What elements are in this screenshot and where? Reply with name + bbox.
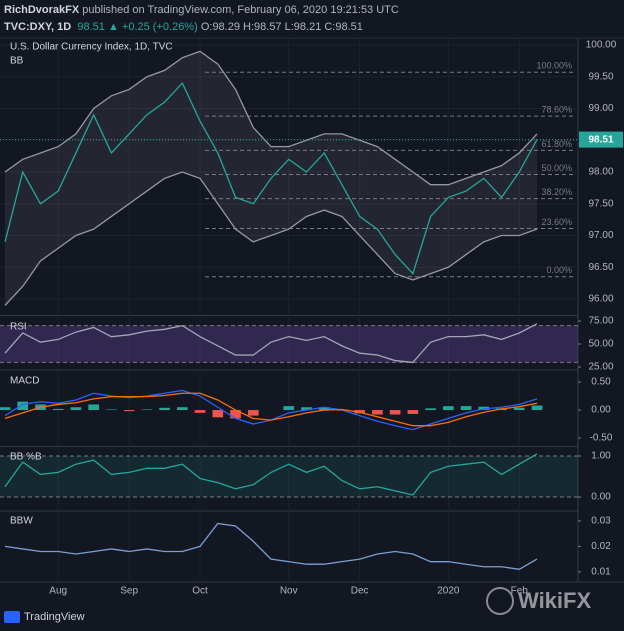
histogram-bar [141,409,153,411]
histogram-bar [318,407,330,411]
histogram-bar [212,410,224,418]
y-tick-label: 0.50 [591,377,611,388]
watermark-logo [486,587,514,615]
y-tick-label: 0.00 [591,492,611,503]
y-tick-label: 0.03 [591,516,611,527]
series-line [4,50,538,186]
pane-title: BB %B [10,452,42,463]
last-price-box [579,131,623,148]
x-tick-label: Nov [280,586,298,597]
y-tick-label: 75.00 [588,316,613,327]
histogram-bar [460,406,472,411]
fib-label: 100.00% [536,61,572,71]
last-price-label: 98.51 [588,134,613,145]
y-tick-label: 1.00 [591,451,611,462]
histogram-bar [531,405,543,411]
x-tick-label: Feb [511,586,529,597]
histogram-bar [389,410,401,415]
symbol-line: TVC:DXY, 1D 98.51 ▲ +0.25 (+0.26%) O:98.… [4,19,399,36]
fib-label: 78.60% [541,104,572,114]
y-tick-label: 25.00 [588,362,613,373]
y-tick-label: 99.50 [588,71,613,82]
series-line [4,392,538,427]
histogram-bar [407,410,419,414]
y-tick-label: 96.50 [588,262,613,273]
fib-label: 0.00% [546,265,572,275]
arrow: ▲ [107,21,119,33]
histogram-bar [247,410,259,416]
pane-title: U.S. Dollar Currency Index, 1D, TVC [10,42,173,53]
y-tick-label: 0.01 [591,566,611,577]
y-tick-label: -0.50 [590,433,613,444]
series-line [4,453,538,496]
y-tick-label: 96.00 [588,294,613,305]
histogram-bar [70,407,82,411]
header: RichDvorakFX published on TradingView.co… [4,2,399,36]
ohlc: O:98.29 H:98.57 L:98.21 C:98.51 [200,21,363,33]
series-line [4,81,538,275]
histogram-bar [106,409,117,411]
brand[interactable]: TradingView [24,611,85,623]
y-tick-label: 99.00 [588,103,613,114]
price: 98.51 [77,21,105,33]
series-line [4,389,538,431]
histogram-bar [443,406,454,411]
series-line [4,323,538,364]
pane-subtitle: BB [10,56,24,67]
series-line [4,522,538,570]
watermark: WikiFX [518,588,591,613]
histogram-bar [17,401,29,411]
y-tick-label: 0.02 [591,541,611,552]
pane-title: BBW [10,516,33,527]
histogram-bar [283,406,295,411]
y-tick-label: 50.00 [588,339,613,350]
fib-label: 38.20% [541,187,572,197]
change: +0.25 (+0.26%) [121,21,198,33]
histogram-bar [513,407,525,411]
pane-title: RSI [10,322,27,333]
histogram-bar [123,410,135,412]
symbol: TVC:DXY, 1D [4,21,72,33]
histogram-bar [372,410,383,415]
published: published on TradingView.com, February 0… [82,4,399,16]
pane-title: MACD [10,376,39,387]
x-tick-label: 2020 [437,586,460,597]
histogram-bar [230,410,241,419]
fib-label: 23.60% [541,217,572,227]
x-tick-label: Dec [351,586,369,597]
y-tick-label: 0.00 [591,405,611,416]
histogram-bar [177,407,188,411]
fib-label: 50.00% [541,163,572,173]
y-tick-label: 97.00 [588,230,613,241]
brand-logo [4,611,20,623]
histogram-bar [159,407,170,411]
x-tick-label: Sep [120,586,138,597]
histogram-bar [425,408,436,411]
band-fill [0,325,578,363]
x-tick-label: Aug [49,586,67,597]
histogram-bar [88,404,99,411]
histogram-bar [52,408,64,411]
y-tick-label: 98.00 [588,167,613,178]
histogram-bar [301,407,312,411]
publish-line: RichDvorakFX published on TradingView.co… [4,2,399,19]
fib-label: 61.80% [541,139,572,149]
x-tick-label: Oct [192,586,208,597]
author[interactable]: RichDvorakFX [4,4,80,16]
y-tick-label: 100.00 [586,40,617,51]
histogram-bar [0,407,11,411]
y-tick-label: 97.50 [588,198,613,209]
histogram-bar [194,410,206,413]
series-line [4,171,538,306]
